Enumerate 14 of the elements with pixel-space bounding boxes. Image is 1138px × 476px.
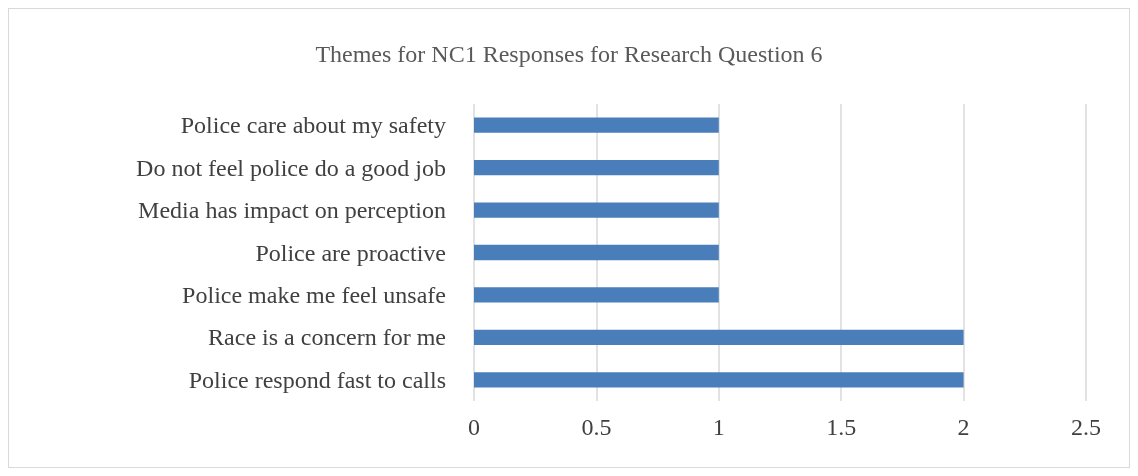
x-tick-label: 0 — [468, 414, 480, 440]
y-tick-label: Do not feel police do a good job — [136, 154, 446, 181]
y-tick-label: Police respond fast to calls — [188, 366, 446, 393]
chart-title: Themes for NC1 Responses for Research Question 6 — [315, 41, 823, 67]
x-tick-label: 2.5 — [1071, 414, 1101, 440]
y-tick-label: Police make me feel unsafe — [182, 281, 446, 308]
y-tick-label: Media has impact on perception — [138, 197, 446, 224]
x-tick-label: 2 — [957, 414, 970, 440]
x-tick-label: 1.5 — [826, 414, 857, 440]
x-tick-label: 1 — [712, 414, 725, 440]
x-tick-label: 0.5 — [581, 414, 612, 440]
y-tick-label: Race is a concern for me — [208, 324, 446, 351]
y-tick-label: Police are proactive — [255, 239, 446, 266]
y-tick-label: Police care about my safety — [180, 112, 446, 139]
